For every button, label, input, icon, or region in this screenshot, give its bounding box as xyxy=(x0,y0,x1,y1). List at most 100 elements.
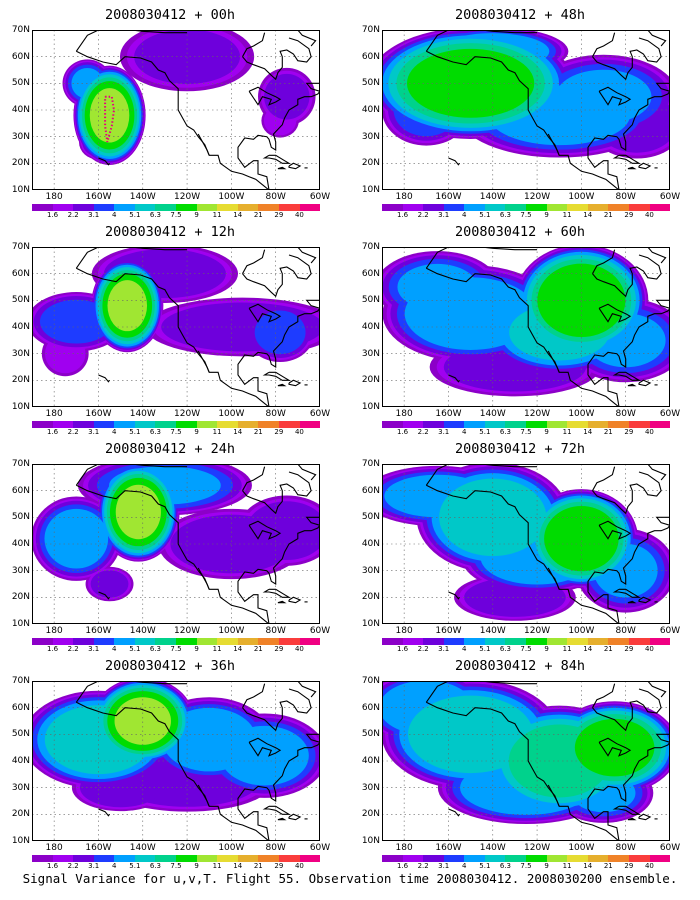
colorbar-swatch xyxy=(567,638,588,645)
map-panel-36h: 2008030412 + 36h 70N 60N 50N 40N 30N 20N 10N 18… xyxy=(5,656,335,870)
colorbar-swatch xyxy=(567,855,588,862)
colorbar-label: 6.3 xyxy=(499,211,511,219)
panel-title: 2008030412 + 60h xyxy=(454,224,586,240)
coastline xyxy=(627,600,637,604)
lon-tick-label: 160W xyxy=(85,192,112,202)
colorbar-swatch xyxy=(155,204,177,211)
colorbar-label: 5.1 xyxy=(479,211,491,219)
coastline xyxy=(288,379,302,387)
lat-tick-label: 60N xyxy=(361,485,380,496)
coastline xyxy=(627,817,637,821)
colorbar-label: 29 xyxy=(624,645,634,653)
coastline xyxy=(277,600,287,604)
map-panel-00h: 2008030412 + 00h 70N 60N 50N 40N 30N 20N 10N 18… xyxy=(5,5,335,219)
colorbar-swatch xyxy=(52,204,74,211)
coastline xyxy=(197,784,210,807)
colorbar-swatch xyxy=(237,421,259,428)
colorbar-label: 7.5 xyxy=(170,211,182,219)
colorbar-swatch xyxy=(382,638,403,645)
coastline xyxy=(98,591,110,600)
map-plot xyxy=(32,464,320,624)
coastline xyxy=(647,30,667,47)
colorbar-swatch xyxy=(217,855,238,862)
colorbar-swatch xyxy=(32,638,53,645)
colorbar-label: 7.5 xyxy=(520,862,532,870)
colorbar-labels: 1.6 2.2 3.1 4 5.1 6.3 7.5 9 11 14 21 29 40 xyxy=(32,211,320,220)
map-plot xyxy=(382,247,670,407)
coastline xyxy=(592,688,662,732)
colorbar-swatch xyxy=(608,421,629,428)
lat-tick-label: 70N xyxy=(11,25,30,35)
colorbar-swatch xyxy=(505,855,527,862)
colorbar xyxy=(382,855,671,862)
lat-tick-label: 30N xyxy=(361,565,380,576)
colorbar-label: 14 xyxy=(233,211,243,219)
coastline xyxy=(288,596,302,604)
colorbar-swatch xyxy=(93,421,115,428)
coastline xyxy=(277,817,287,821)
colorbar-label: 9 xyxy=(194,862,199,870)
colorbar-label: 6.3 xyxy=(149,211,161,219)
colorbar-swatch xyxy=(278,855,300,862)
colorbar-label: 4 xyxy=(462,428,467,436)
colorbar-label: 3.1 xyxy=(88,862,100,870)
colorbar-swatch xyxy=(443,638,465,645)
coastline xyxy=(297,681,317,698)
coastline xyxy=(262,371,292,381)
coastline xyxy=(242,249,266,274)
variance-contour xyxy=(406,48,535,118)
coastline xyxy=(426,50,620,190)
lon-tick-label: 180 xyxy=(395,626,413,636)
colorbar-swatch xyxy=(93,855,115,862)
lat-tick-label: 30N xyxy=(11,348,30,359)
colorbar-swatch xyxy=(484,638,506,645)
colorbar-swatch xyxy=(32,855,53,862)
colorbar-label: 29 xyxy=(274,428,284,436)
variance-contour xyxy=(574,718,655,777)
lon-tick-label: 80W xyxy=(615,843,636,853)
coastline xyxy=(242,254,312,298)
map-plot xyxy=(382,30,670,190)
coastline xyxy=(638,162,652,170)
colorbar-swatch xyxy=(114,638,135,645)
lat-tick-label: 50N xyxy=(11,512,30,523)
colorbar-swatch xyxy=(52,421,74,428)
lat-tick-label: 40N xyxy=(11,539,30,549)
colorbar-swatch xyxy=(176,421,197,428)
colorbar-swatch xyxy=(217,638,238,645)
colorbar-label: 14 xyxy=(583,211,593,219)
lon-tick-label: 80W xyxy=(265,626,286,636)
coastline xyxy=(425,464,538,486)
colorbar-swatch xyxy=(443,421,465,428)
coastline xyxy=(592,254,662,298)
colorbar-swatch xyxy=(464,421,485,428)
colorbar-label: 21 xyxy=(253,428,263,436)
colorbar-swatch xyxy=(52,638,74,645)
map-svg xyxy=(382,464,670,624)
colorbar-label: 21 xyxy=(253,862,263,870)
lat-tick-label: 30N xyxy=(11,565,30,576)
colorbar-swatch xyxy=(299,638,321,645)
lat-tick-label: 40N xyxy=(11,105,30,115)
lat-tick-label: 70N xyxy=(361,459,380,469)
lon-tick-label: 100W xyxy=(218,843,245,853)
lon-tick-label: 140W xyxy=(479,843,506,853)
colorbar-swatch xyxy=(423,421,444,428)
variance-contour xyxy=(264,73,310,120)
colorbar-label: 6.3 xyxy=(499,645,511,653)
map-panel-72h: 2008030412 + 72h 70N 60N 50N 40N 30N 20N 10N 18… xyxy=(355,439,685,653)
colorbar-swatch xyxy=(196,638,218,645)
coastline xyxy=(425,30,538,52)
lat-tick-label: 40N xyxy=(361,322,380,332)
colorbar-swatch xyxy=(649,421,671,428)
coastline xyxy=(612,154,642,164)
colorbar-label: 7.5 xyxy=(520,645,532,653)
map-frame xyxy=(382,30,670,190)
map-plot xyxy=(382,681,670,841)
coastline xyxy=(598,737,632,757)
colorbar-swatch xyxy=(196,421,218,428)
colorbar-label: 1.6 xyxy=(46,211,59,219)
colorbar-swatch xyxy=(237,204,259,211)
colorbar-swatch xyxy=(237,638,259,645)
lat-tick-label: 50N xyxy=(361,512,380,523)
